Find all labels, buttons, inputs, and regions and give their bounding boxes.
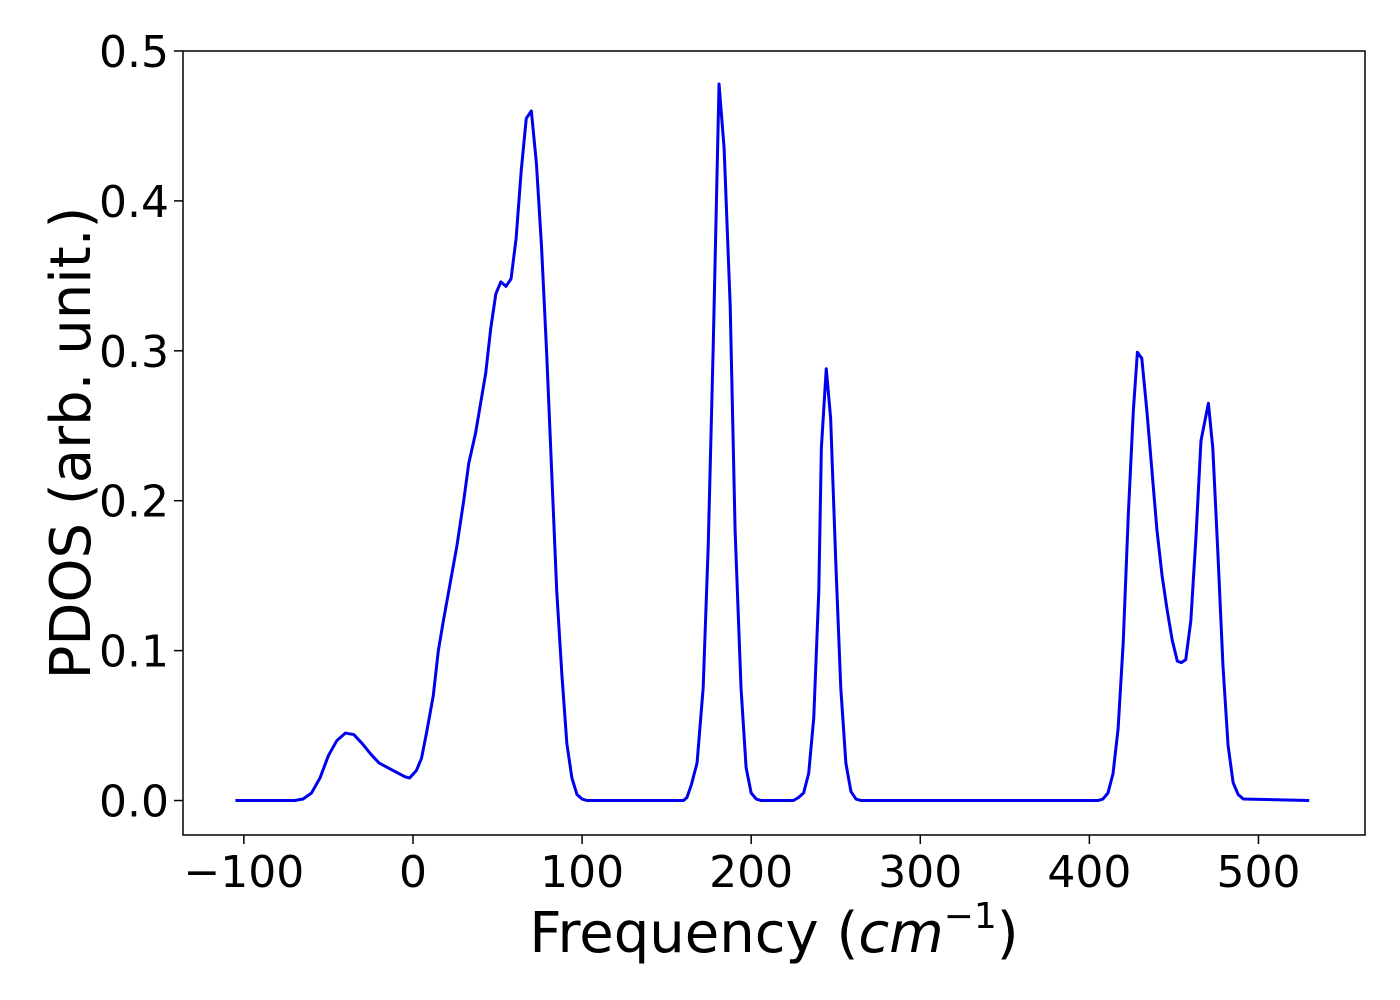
x-tick-label: 200 (709, 847, 793, 898)
y-tick-label: 0.0 (99, 777, 169, 828)
y-axis-label: PDOS (arb. unit.) (39, 207, 104, 680)
pdos-line (235, 82, 1310, 803)
x-tick-label: 400 (1047, 847, 1131, 898)
x-label-unit: cm (858, 901, 943, 966)
x-tick-label: 300 (878, 847, 962, 898)
y-tick-label: 0.2 (99, 477, 169, 528)
y-tick-label: 0.4 (99, 177, 169, 228)
x-label-text: Frequency ( (529, 901, 858, 966)
x-tick-label: −100 (183, 847, 304, 898)
y-tick-label: 0.1 (99, 627, 169, 678)
y-tick-label: 0.5 (99, 27, 169, 78)
y-tick-label: 0.3 (99, 327, 169, 378)
x-label-close: ) (997, 901, 1019, 966)
plot-frame (182, 50, 1366, 836)
x-tick-label: 0 (399, 847, 427, 898)
x-tick-label: 500 (1216, 847, 1300, 898)
x-tick-label: 100 (540, 847, 624, 898)
x-label-exponent: −1 (944, 896, 997, 937)
x-axis-label: Frequency (cm−1) (529, 896, 1018, 966)
